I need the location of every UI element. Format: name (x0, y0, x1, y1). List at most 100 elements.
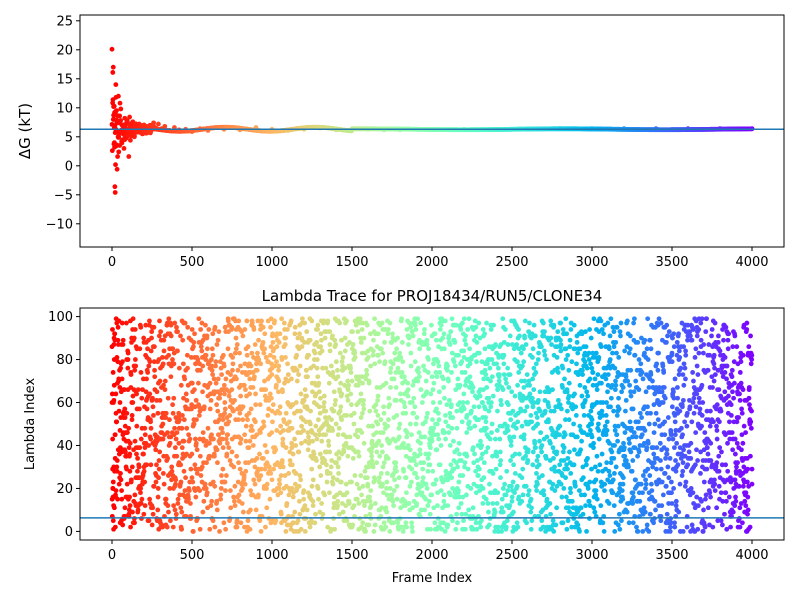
lambda-point (495, 408, 500, 414)
lambda-point (527, 320, 532, 326)
lambda-point (693, 430, 699, 435)
lambda-point (680, 432, 685, 438)
lambda-point (698, 337, 704, 343)
lambda-point (448, 329, 454, 335)
lambda-point (355, 434, 361, 440)
lambda-point (688, 440, 694, 446)
lambda-point (294, 352, 300, 358)
lambda-point (596, 421, 601, 427)
lambda-point (535, 357, 541, 362)
lambda-point (611, 503, 617, 509)
lambda-point (270, 402, 276, 408)
x-tick-label: 2500 (495, 255, 528, 270)
lambda-point (682, 483, 688, 489)
lambda-point (612, 428, 618, 433)
lambda-point (537, 389, 543, 395)
lambda-point (500, 316, 506, 322)
lambda-point (540, 320, 546, 326)
lambda-point (499, 496, 505, 502)
lambda-point (630, 490, 636, 496)
lambda-point (134, 451, 139, 457)
lambda-point (548, 511, 553, 517)
lambda-point (218, 492, 224, 498)
lambda-point (368, 449, 374, 455)
lambda-point (539, 344, 544, 350)
lambda-point (184, 352, 190, 358)
lambda-point (658, 466, 664, 472)
lambda-point (483, 449, 489, 455)
lambda-point (515, 524, 521, 530)
lambda-point (193, 494, 199, 500)
lambda-point (203, 352, 209, 358)
lambda-point (503, 492, 509, 498)
lambda-point (316, 380, 322, 386)
delta-g-point (109, 46, 115, 52)
lambda-point (671, 331, 677, 337)
lambda-point (681, 382, 687, 388)
lambda-point (639, 415, 644, 420)
lambda-point (658, 458, 663, 463)
lambda-point (604, 428, 610, 433)
lambda-point (462, 337, 468, 343)
lambda-point (198, 473, 204, 478)
lambda-point (161, 382, 166, 388)
lambda-point (267, 391, 273, 397)
lambda-point (222, 400, 228, 405)
lambda-point (651, 430, 657, 435)
lambda-point (166, 352, 172, 358)
lambda-point (161, 481, 167, 487)
lambda-point (319, 348, 325, 354)
lambda-point (280, 436, 286, 442)
lambda-point (457, 382, 463, 388)
lambda-point (401, 440, 406, 446)
lambda-point (505, 402, 511, 408)
lambda-point (230, 361, 236, 367)
lambda-point (583, 344, 589, 350)
lambda-point (488, 400, 494, 405)
lambda-point (156, 475, 161, 481)
lambda-point (566, 417, 572, 423)
lambda-point (583, 503, 588, 509)
lambda-point (313, 511, 318, 517)
lambda-point (588, 361, 593, 367)
lambda-point (467, 374, 473, 380)
lambda-point (583, 329, 588, 335)
lambda-point (280, 428, 286, 433)
lambda-point (550, 518, 556, 524)
lambda-point (521, 346, 526, 352)
lambda-point (550, 445, 556, 451)
lambda-point (169, 477, 174, 483)
lambda-point (332, 402, 338, 408)
delta-g-point (112, 184, 118, 190)
lambda-point (327, 348, 333, 354)
lambda-point (409, 432, 414, 438)
lambda-point (221, 363, 227, 369)
lambda-point (460, 400, 466, 405)
lambda-point (612, 365, 618, 371)
lambda-point (677, 355, 683, 360)
lambda-point (285, 361, 290, 367)
delta-g-y-axis-label: ΔG (kT) (16, 103, 34, 159)
lambda-point (267, 496, 273, 502)
lambda-point (141, 451, 146, 457)
lambda-point (251, 327, 257, 332)
lambda-point (455, 464, 460, 470)
lambda-point (490, 471, 496, 476)
lambda-point (372, 361, 378, 367)
lambda-point (647, 337, 653, 343)
delta-g-point (113, 82, 119, 87)
lambda-point (385, 331, 391, 337)
lambda-point (184, 397, 190, 403)
lambda-point (256, 337, 261, 343)
lambda-point (345, 378, 351, 384)
lambda-point (657, 440, 663, 446)
lambda-point (330, 370, 336, 375)
lambda-point (380, 481, 385, 487)
lambda-point (645, 466, 651, 472)
lambda-point (254, 367, 260, 373)
lambda-point (419, 490, 425, 496)
lambda-point (360, 483, 366, 489)
lambda-point (172, 425, 177, 431)
lambda-point (248, 507, 253, 513)
lambda-point (662, 471, 668, 476)
